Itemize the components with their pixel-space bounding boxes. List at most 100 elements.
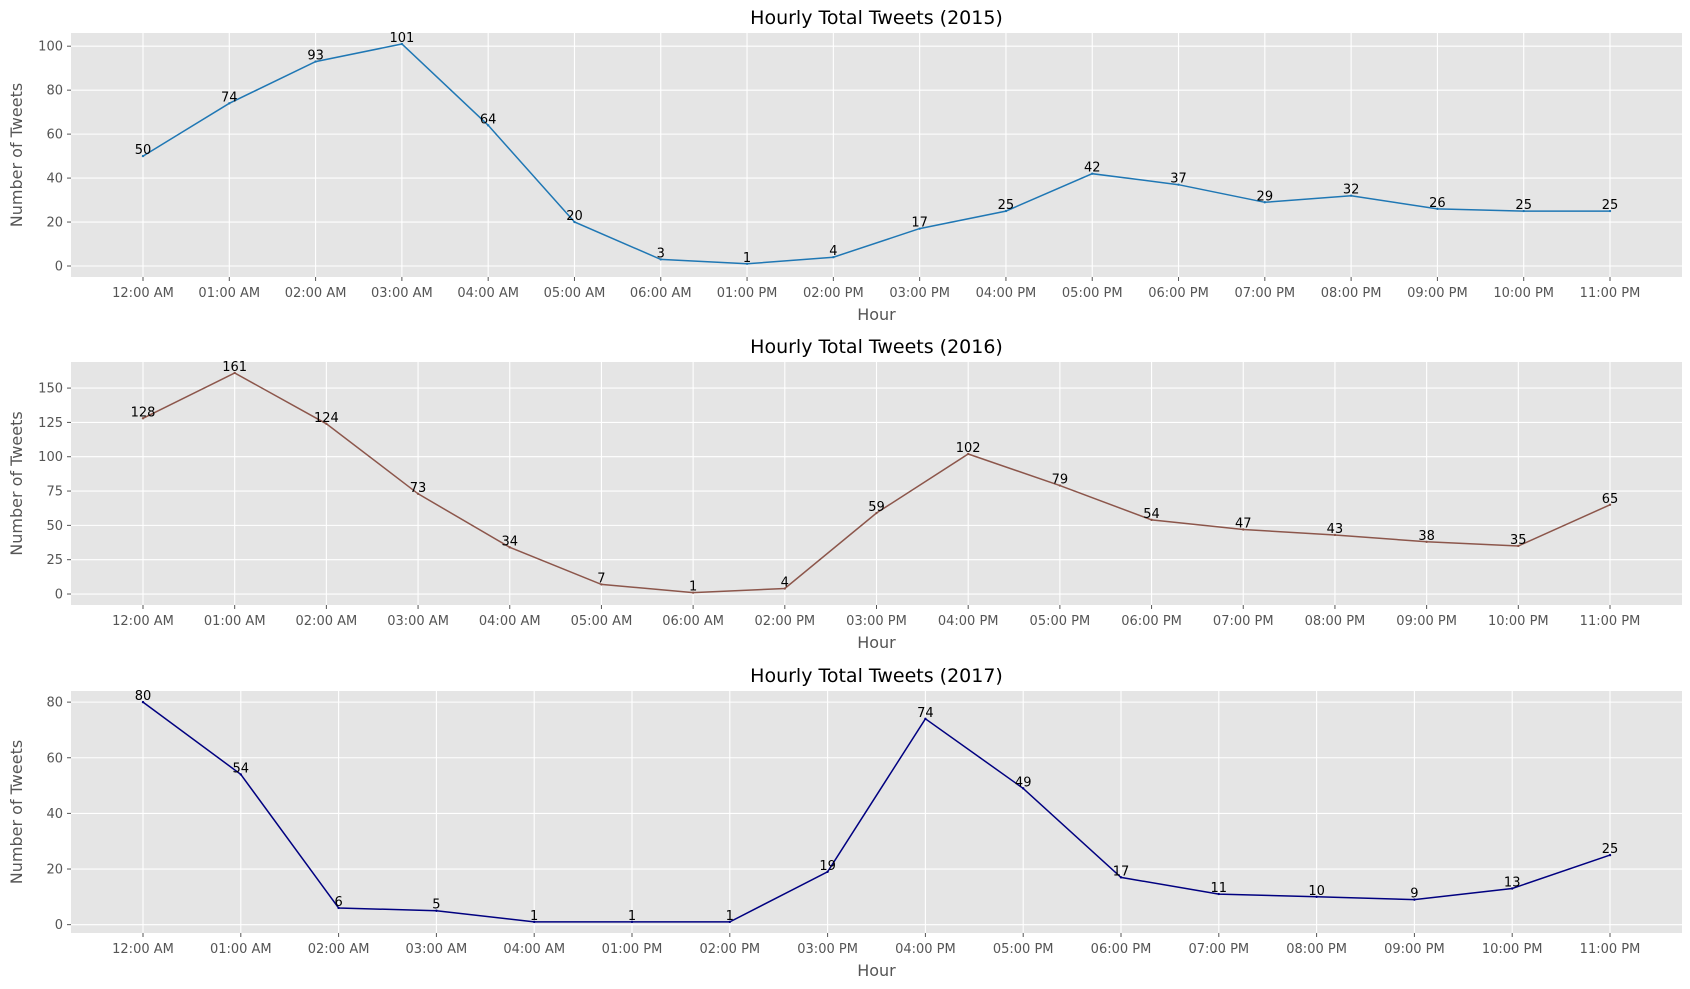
data-label: 54 xyxy=(1143,507,1160,522)
data-label: 124 xyxy=(314,411,339,426)
data-point xyxy=(630,920,634,924)
data-label: 74 xyxy=(221,90,238,105)
data-label: 17 xyxy=(911,216,928,231)
x-tick-label: 06:00 PM xyxy=(1148,286,1209,301)
x-tick-label: 06:00 AM xyxy=(662,614,724,629)
x-tick-label: 05:00 PM xyxy=(1030,614,1091,629)
data-point xyxy=(1608,503,1612,506)
data-label: 25 xyxy=(1602,198,1619,213)
x-tick-label: 04:00 AM xyxy=(457,286,519,301)
x-tick-label: 10:00 PM xyxy=(1493,286,1554,301)
data-point xyxy=(1263,201,1267,204)
data-label: 79 xyxy=(1052,473,1069,488)
data-label: 1 xyxy=(726,909,734,924)
chart-panel-1: 0 20 40 60 80 100 12:00 AM 01:00 AM 02:00 AM 03:0… xyxy=(7,7,1682,324)
data-label: 5 xyxy=(432,898,440,913)
data-point xyxy=(600,583,603,586)
data-label: 34 xyxy=(501,534,518,549)
y-tick-label: 60 xyxy=(46,128,63,143)
data-point xyxy=(400,42,404,46)
x-tick-label: 01:00 PM xyxy=(602,942,663,957)
y-tick-label: 150 xyxy=(38,382,63,397)
x-tick-label: 02:00 PM xyxy=(803,286,864,301)
data-label: 101 xyxy=(389,31,414,46)
data-point xyxy=(416,492,420,495)
x-tick-label: 03:00 PM xyxy=(889,286,950,301)
data-point xyxy=(573,220,576,224)
x-tick-label: 12:00 AM xyxy=(112,942,174,957)
data-point xyxy=(1119,876,1123,879)
plot-area xyxy=(71,691,1682,933)
data-point xyxy=(141,700,145,704)
x-tick-label: 08:00 PM xyxy=(1305,614,1366,629)
data-label: 47 xyxy=(1235,516,1252,531)
x-tick-label: 03:00 AM xyxy=(387,614,449,629)
x-tick-label: 10:00 PM xyxy=(1482,942,1543,957)
data-label: 50 xyxy=(135,143,152,158)
x-tick-label: 03:00 AM xyxy=(406,942,468,957)
x-tick-label: 08:00 PM xyxy=(1321,286,1382,301)
x-tick-label: 05:00 AM xyxy=(571,614,633,629)
data-label: 93 xyxy=(307,49,324,64)
data-label: 13 xyxy=(1504,875,1521,890)
data-point xyxy=(1315,895,1318,899)
data-label: 3 xyxy=(657,246,665,261)
data-label: 19 xyxy=(819,859,836,874)
data-point xyxy=(435,909,438,912)
x-tick-label: 02:00 AM xyxy=(285,286,347,301)
x-tick-label: 03:00 PM xyxy=(846,614,907,629)
data-label: 74 xyxy=(917,706,934,721)
x-tick-label: 09:00 PM xyxy=(1384,942,1445,957)
x-tick-label: 12:00 AM xyxy=(112,614,174,629)
x-tick-label: 09:00 PM xyxy=(1407,286,1468,301)
x-tick-label: 02:00 PM xyxy=(754,614,815,629)
data-label: 26 xyxy=(1429,196,1446,211)
chart-panel-3: 0 20 40 60 80 12:00 AM 01:00 AM 02:00 AM 03:00 A… xyxy=(7,665,1682,980)
data-point xyxy=(508,546,511,549)
y-tick-label: 0 xyxy=(55,260,63,275)
x-tick-label: 06:00 AM xyxy=(630,286,692,301)
x-axis-label: Hour xyxy=(857,633,896,652)
y-tick-label: 80 xyxy=(46,84,63,99)
x-tick-label: 03:00 PM xyxy=(797,942,858,957)
x-tick-label: 06:00 PM xyxy=(1091,942,1152,957)
data-point xyxy=(1413,898,1416,901)
data-point xyxy=(875,511,878,515)
data-point xyxy=(533,920,536,924)
data-label: 54 xyxy=(233,761,250,776)
data-point xyxy=(1608,853,1612,857)
data-point xyxy=(486,124,490,127)
data-point xyxy=(691,591,695,594)
data-label: 25 xyxy=(998,198,1015,213)
y-axis-label: Number of Tweets xyxy=(7,411,26,555)
data-point xyxy=(918,227,921,230)
data-point xyxy=(337,906,340,910)
data-point xyxy=(1058,484,1062,487)
chart-title: Hourly Total Tweets (2016) xyxy=(750,336,1003,358)
y-axis-label: Number of Tweets xyxy=(7,83,26,227)
data-point xyxy=(832,256,835,259)
data-label: 102 xyxy=(956,441,981,456)
data-label: 1 xyxy=(530,909,538,924)
data-point xyxy=(728,920,731,924)
x-axis-label: Hour xyxy=(857,305,896,324)
x-tick-label: 11:00 PM xyxy=(1580,286,1641,301)
y-tick-label: 50 xyxy=(46,519,63,534)
data-point xyxy=(1150,518,1153,522)
data-label: 11 xyxy=(1211,881,1228,896)
data-label: 17 xyxy=(1113,864,1130,879)
x-tick-label: 03:00 AM xyxy=(371,286,433,301)
data-point xyxy=(1517,544,1520,548)
y-tick-label: 80 xyxy=(46,696,63,711)
data-point xyxy=(745,262,749,266)
data-label: 7 xyxy=(597,571,605,586)
x-tick-label: 11:00 PM xyxy=(1580,614,1641,629)
x-tick-label: 01:00 AM xyxy=(204,614,266,629)
data-point xyxy=(1217,892,1221,896)
x-tick-label: 01:00 PM xyxy=(717,286,778,301)
data-label: 10 xyxy=(1308,884,1325,899)
x-tick-label: 06:00 PM xyxy=(1121,614,1182,629)
x-tick-label: 05:00 PM xyxy=(1062,286,1123,301)
data-label: 9 xyxy=(1410,887,1418,902)
